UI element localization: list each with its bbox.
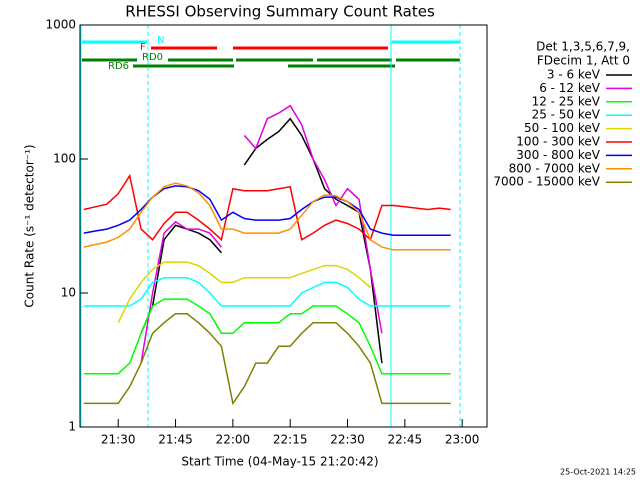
orbit-markers	[80, 25, 461, 427]
series-line	[117, 261, 371, 324]
x-tick-label: 23:00	[445, 433, 480, 447]
x-tick-label: 22:45	[388, 433, 423, 447]
x-tick-label: 21:30	[101, 433, 136, 447]
legend-label: 300 - 800 keV	[516, 148, 600, 162]
y-tick-label: 100	[53, 152, 76, 166]
y-tick-label: 1000	[45, 18, 76, 32]
x-tick-label: 22:15	[273, 433, 308, 447]
legend-label: 12 - 25 keV	[532, 94, 601, 108]
flags	[82, 40, 460, 68]
y-tick-label: 10	[61, 286, 76, 300]
legend-label: 6 - 12 keV	[539, 81, 601, 95]
series-line	[140, 104, 383, 364]
annotation: F	[140, 42, 146, 53]
y-tick-label: 1	[68, 420, 76, 434]
legend-label: 25 - 50 keV	[532, 108, 601, 122]
annotation: N	[157, 35, 164, 46]
series-line	[83, 173, 451, 242]
x-tick-label: 22:30	[330, 433, 365, 447]
legend-label: 800 - 7000 keV	[509, 161, 601, 175]
x-axis-label: Start Time (04-May-15 21:20:42)	[181, 455, 378, 469]
series-line	[83, 298, 451, 375]
x-tick-label: 21:45	[158, 433, 193, 447]
chart-title: RHESSI Observing Summary Count Rates	[125, 3, 435, 21]
series-line	[83, 182, 451, 251]
legend-label: 50 - 100 keV	[524, 121, 601, 135]
x-tick-label: 22:00	[216, 433, 251, 447]
y-axis-label: Count Rate (s⁻¹ detector⁻¹)	[23, 144, 37, 307]
footer: 25-Oct-2021 14:25	[560, 468, 636, 477]
plot-frame	[79, 24, 488, 428]
legend-title: FDecim 1, Att 0	[537, 54, 630, 68]
legend-label: 7000 - 15000 keV	[493, 175, 600, 189]
legend-label: 3 - 6 keV	[547, 68, 601, 82]
annotation: RD0	[142, 52, 163, 63]
series-line	[83, 185, 451, 236]
series-line	[83, 276, 451, 307]
series-line	[83, 313, 451, 406]
legend-title: Det 1,3,5,6,7,9,	[536, 40, 630, 54]
annotation: RD6	[108, 61, 129, 72]
legend-label: 100 - 300 keV	[516, 135, 600, 149]
